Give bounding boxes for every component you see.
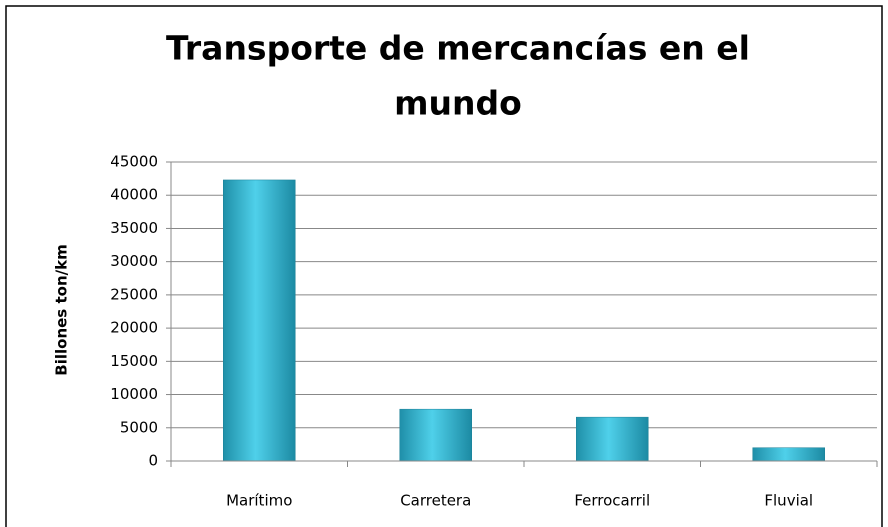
bar [752, 447, 825, 462]
y-tick-label: 25000 [110, 285, 158, 303]
chart-title: mundo [394, 84, 522, 123]
x-tick-label: Marítimo [226, 492, 292, 510]
y-tick-label: 10000 [110, 385, 158, 403]
y-tick-label: 15000 [110, 352, 158, 370]
bar [576, 416, 649, 462]
y-axis-label: Billones ton/km [53, 244, 71, 375]
y-tick-label: 5000 [120, 418, 158, 436]
x-tick-label: Ferrocarril [574, 492, 650, 510]
chart-title: Transporte de mercancías en el [166, 29, 750, 68]
x-tick-label: Carretera [400, 492, 471, 510]
y-tick-label: 30000 [110, 252, 158, 270]
y-tick-label: 40000 [110, 186, 158, 204]
y-tick-label: 20000 [110, 319, 158, 337]
y-tick-label: 45000 [110, 153, 158, 171]
y-tick-label: 35000 [110, 219, 158, 237]
bar [223, 179, 296, 462]
bar [399, 408, 472, 462]
y-tick-label: 0 [148, 452, 158, 470]
x-tick-label: Fluvial [764, 492, 813, 510]
